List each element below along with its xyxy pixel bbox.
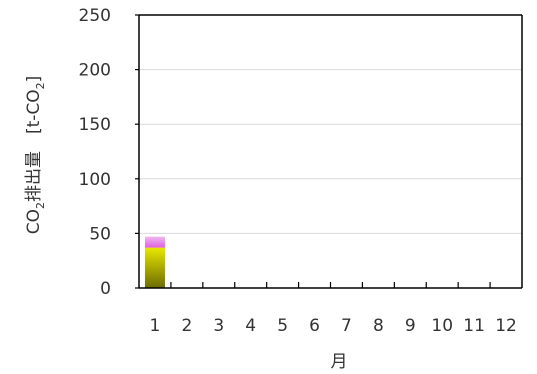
axis-layer [138,14,523,289]
y-tick-label-250: 250 [79,6,111,26]
x-tick-labels: 1 2 3 4 5 6 7 8 9 10 11 12 [150,316,517,336]
y-tick-label-200: 200 [79,61,111,81]
x-tick-label-3: 3 [213,316,224,336]
y-tick-label-0: 0 [100,279,111,299]
bar-1-series-0 [144,247,165,288]
bar-1-series-1 [144,236,165,248]
x-axis-title: 月 [331,352,348,372]
x-tick-label-1: 1 [150,316,161,336]
x-tick-label-2: 2 [181,316,192,336]
y-axis-title-sub2: 2 [34,82,47,89]
x-tick-label-9: 9 [405,316,416,336]
x-tick-label-5: 5 [277,316,288,336]
bar-layer [144,236,165,288]
x-tick-label-6: 6 [309,316,320,336]
x-tick-label-12: 12 [495,316,517,336]
y-tick-labels: 0 50 100 150 200 250 [79,6,139,299]
x-tick-label-7: 7 [341,316,352,336]
x-tick-label-11: 11 [463,316,485,336]
y-axis-title-rest: 排出量 [t-CO [24,89,44,202]
y-axis-title-sub: 2 [34,202,47,209]
y-axis-title-co: CO [24,209,44,234]
y-tick-label-50: 50 [89,224,111,244]
y-tick-label-100: 100 [79,170,111,190]
x-tick-label-10: 10 [431,316,453,336]
y-tick-label-150: 150 [79,115,111,135]
x-tick-label-4: 4 [245,316,256,336]
x-tick-label-8: 8 [373,316,384,336]
grid-layer [139,69,522,234]
y-axis-title: CO2排出量 [t-CO2] [24,76,47,235]
y-axis-title-close: ] [24,76,44,83]
